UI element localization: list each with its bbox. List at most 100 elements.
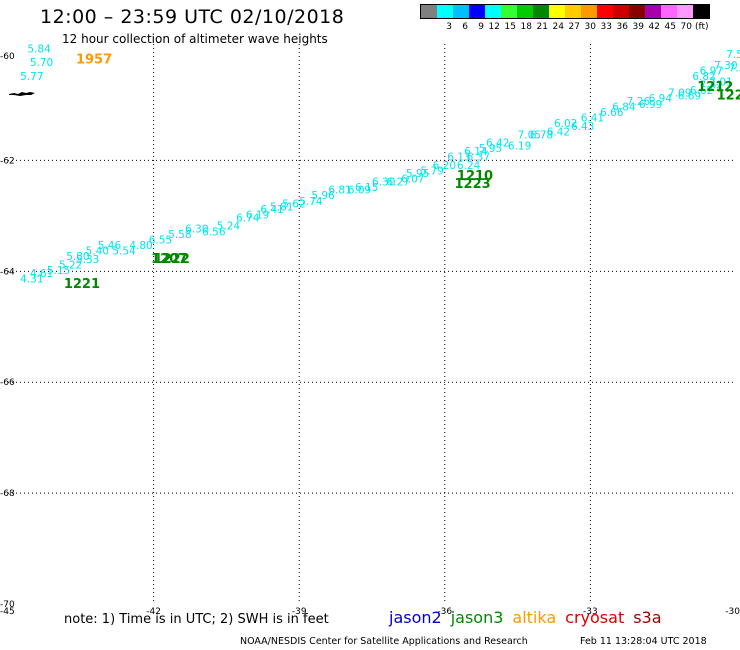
pass-time-label: 1210 <box>457 169 493 184</box>
legend-label: 9 <box>478 22 484 32</box>
swh-value-label: 6.30 <box>372 176 395 188</box>
legend-label: 27 <box>568 22 580 32</box>
swh-value-label: 6.62 <box>690 85 713 97</box>
swh-value-label: 5.33 <box>76 254 99 266</box>
swh-value-label: 6.42 <box>486 138 509 150</box>
swh-value-label: 5.54 <box>112 246 136 258</box>
legend-swatch <box>501 5 517 18</box>
legend-label: 36 <box>616 22 628 32</box>
pass-time-label: 1222 <box>154 252 190 267</box>
swh-value-label: 5.95 <box>479 143 502 155</box>
swh-value-label: 6.24 <box>457 160 481 172</box>
pass-time-label: 1224 <box>717 88 740 103</box>
swh-value-label: 6.66 <box>600 107 624 119</box>
legend-swatch <box>469 5 485 18</box>
swh-value-label: 7.30 <box>714 60 737 72</box>
legend-swatch <box>533 5 549 18</box>
lon-tick-label: -33 <box>583 607 598 617</box>
swh-value-label: 5.24 <box>217 221 241 233</box>
swh-value-label: 6.02 <box>554 118 577 130</box>
pass-time-label: 1223 <box>455 177 491 192</box>
axis-ticks: -45 -42 -39 -36 -33 -30 -60 -62 -64 -66 -68 -70 <box>0 52 740 617</box>
swh-value-label: 6.30 <box>185 224 208 236</box>
swh-value-label: 6.56 <box>202 226 226 238</box>
swh-value-label: 5.77 <box>20 71 43 83</box>
legend-swatch <box>677 5 693 18</box>
swh-value-label: 7.42 <box>700 79 723 91</box>
coastline <box>9 92 35 96</box>
graticule <box>8 44 736 604</box>
legend-label: 42 <box>648 22 660 32</box>
swh-value-label: 5.95 <box>406 168 429 180</box>
satellite-name: jason3 <box>450 608 504 627</box>
satellite-name: altika <box>512 608 557 627</box>
swh-value-label: 6.19 <box>246 210 269 222</box>
swh-value-label: 6.41 <box>260 204 283 216</box>
swh-value-label: 6.19 <box>508 140 531 152</box>
swh-value-label: 6.14 <box>464 146 488 158</box>
legend-label: 33 <box>600 22 612 32</box>
swh-value-label: 6.82 <box>692 71 715 83</box>
legend-swatch <box>597 5 613 18</box>
swh-value-label: 6.69 <box>678 90 701 102</box>
legend-swatch <box>517 5 533 18</box>
lon-tick-label: -36 <box>437 607 452 617</box>
swh-value-label: 6.13 <box>447 151 470 163</box>
wave-height-observations: 5.84 5.70 5.77 4.314.615.155.225.805.335.40… <box>20 43 740 285</box>
swh-value-label: 6.94 <box>649 93 673 105</box>
swh-value-label: 6.81 <box>328 185 351 197</box>
lon-tick-label: -42 <box>146 607 161 617</box>
legend-label: 18 <box>520 22 532 32</box>
swh-value-label: 6.74 <box>236 212 260 224</box>
swh-value-label: 5.46 <box>98 240 122 252</box>
footer-note: note: 1) Time is in UTC; 2) SWH is in fe… <box>64 612 329 627</box>
swh-value-label: 5.40 <box>86 246 109 258</box>
legend-label: 15 <box>504 22 516 32</box>
swh-value-label: 6.84 <box>612 102 636 114</box>
legend-swatch <box>629 5 645 18</box>
legend-swatch <box>437 5 453 18</box>
legend-label: 21 <box>536 22 548 32</box>
swh-value-label: 7.01 <box>709 77 732 89</box>
swh-value-label: 6.43 <box>571 121 594 133</box>
legend-label: 45 <box>664 22 676 32</box>
swh-value-label: 7.26 <box>627 96 651 108</box>
legend-swatch <box>485 5 501 18</box>
satellite-name: s3a <box>633 608 662 627</box>
legend-label: 12 <box>488 22 500 32</box>
swh-value-label: 4.61 <box>30 268 53 280</box>
swh-value-label: 6.15 <box>355 182 378 194</box>
map-title: 12:00 – 23:59 UTC 02/10/2018 <box>40 6 345 28</box>
swh-value-label: 6.55 <box>149 235 172 247</box>
swh-value-label: 7.54 <box>726 49 740 61</box>
lat-tick-label: -70 <box>0 600 15 610</box>
pass-time-label: 1212 <box>697 80 733 95</box>
legend-label: 24 <box>552 22 564 32</box>
swh-value-label: 5.70 <box>30 57 53 69</box>
legend-label: 6 <box>462 22 468 32</box>
lat-tick-label: -60 <box>0 52 15 62</box>
swh-value-label: 5.84 <box>27 43 51 55</box>
swh-value-label: 5.81 <box>270 201 293 213</box>
lon-tick-label: -45 <box>0 607 15 617</box>
swh-value-label: 4.31 <box>20 273 43 285</box>
lon-tick-label: -39 <box>292 607 307 617</box>
legend-label: 70 <box>680 22 692 32</box>
generation-timestamp: Feb 11 13:28:04 UTC 2018 <box>580 636 707 647</box>
swh-value-label: 5.58 <box>168 229 191 241</box>
legend-swatch <box>421 5 437 18</box>
island-shape <box>9 92 35 96</box>
pass-time-label: 1207 <box>151 252 187 267</box>
swh-value-label: 5.79 <box>421 165 444 177</box>
satellite-name: jason2 <box>389 608 442 627</box>
legend-label: 3 <box>446 22 452 32</box>
legend-swatch <box>565 5 581 18</box>
wave-height-legend: 3 6 9 12 15 18 21 24 27 30 33 36 39 42 45 70 (ft) <box>420 4 710 32</box>
legend-swatch <box>693 5 709 18</box>
lon-tick-label: -30 <box>725 607 740 617</box>
swh-value-label: 7.05 <box>518 129 541 141</box>
swh-value-label: 6.78 <box>530 129 553 141</box>
satellite-name: cryosat <box>565 608 625 627</box>
